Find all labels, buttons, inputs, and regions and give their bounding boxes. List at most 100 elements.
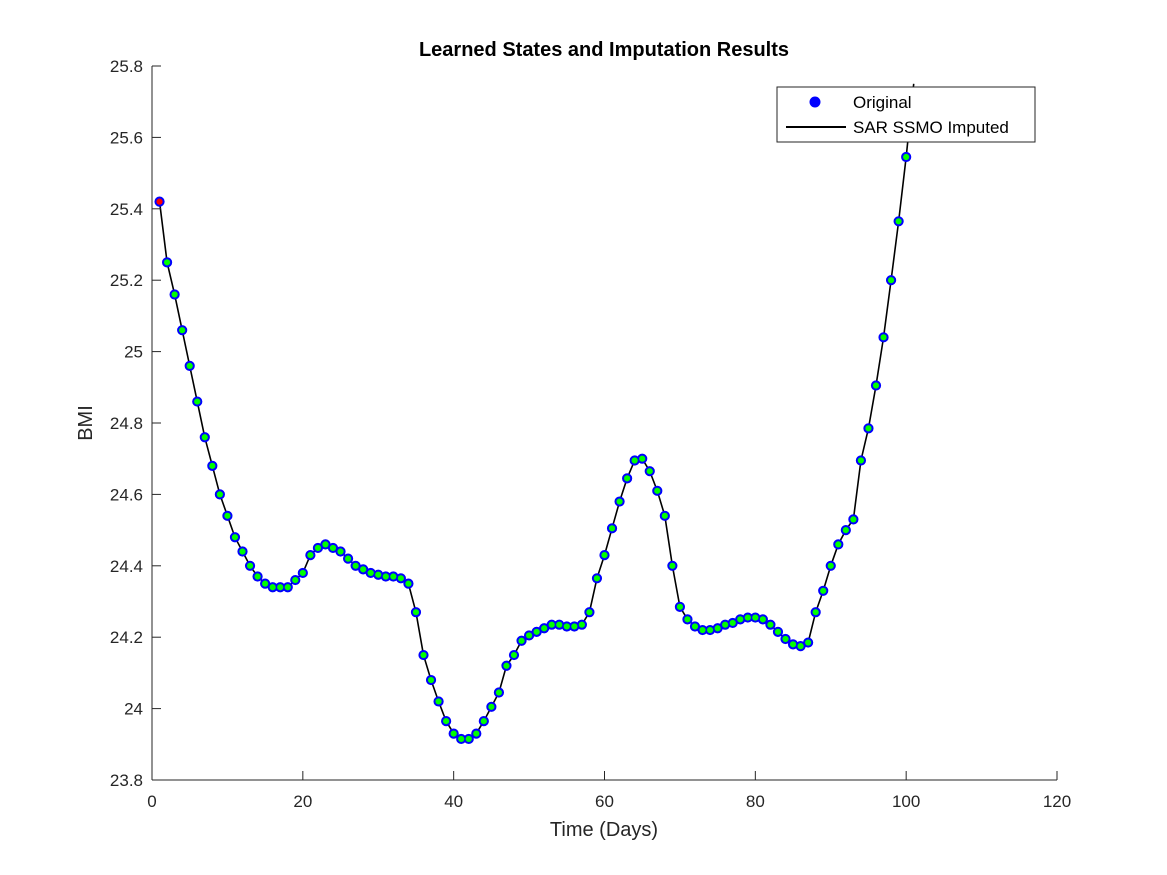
legend: Original SAR SSMO Imputed [776,86,1036,143]
data-point-imputed [654,487,661,494]
data-point-imputed [156,198,163,205]
ticks-layer: 0 20 40 60 80 100 120 23.8 24 24.2 24.4 24.6 24.8 25 2… [110,57,1071,811]
data-point-imputed [601,551,608,559]
data-point-imputed [194,398,201,405]
x-tick-label: 80 [746,792,765,811]
data-point-imputed [752,614,759,621]
data-point-imputed [473,730,480,737]
data-point-imputed [571,623,578,630]
y-axis-label: BMI [75,405,97,441]
data-point-imputed [450,730,457,737]
y-tick-label: 24.6 [110,485,143,504]
data-point-imputed [616,498,623,505]
data-point-imputed [691,623,699,630]
data-point-imputed [201,434,208,441]
data-point-imputed [827,562,834,569]
x-tick-label: 60 [595,792,614,811]
x-tick-label: 40 [444,792,463,811]
y-tick-label: 24 [124,700,143,719]
chart-title: Learned States and Imputation Results [419,39,789,61]
legend-label-imputed: SAR SSMO Imputed [853,118,1009,137]
y-tick-label: 25.6 [110,128,143,147]
data-point-imputed [209,462,216,469]
data-point-imputed [850,516,857,523]
x-tick-label: 0 [147,792,156,811]
x-axis-label: Time (Days) [550,819,658,841]
data-point-imputed [443,718,450,725]
data-point-imputed [676,603,684,610]
data-point-imputed [706,626,714,634]
data-point-imputed [729,619,736,627]
data-point-imputed [390,573,397,580]
y-tick-label: 24.2 [110,628,143,647]
x-tick-label: 100 [892,792,920,811]
data-point-imputed [427,676,435,684]
data-point-imputed [186,362,193,369]
data-point-imputed [352,562,359,569]
data-point-imputed [699,626,706,634]
data-point-imputed [525,632,533,639]
data-point-imputed [284,584,291,591]
x-tick-label: 20 [293,792,312,811]
data-point-imputed [624,475,631,482]
data-point-imputed [865,425,872,432]
data-point-imputed [767,621,774,628]
y-tick-label: 23.8 [110,771,143,790]
data-point-imputed [533,628,540,635]
data-point-imputed [344,555,352,562]
data-point-imputed [812,609,819,616]
data-point-imputed [405,580,412,587]
data-point-imputed [714,625,721,632]
data-point-imputed [360,566,367,573]
y-tick-label: 24.4 [110,557,143,576]
data-point-imputed [337,548,344,555]
y-tick-label: 25.8 [110,57,143,76]
data-point-imputed [292,576,299,584]
x-tick-label: 120 [1043,792,1071,811]
data-point-imputed [857,457,865,464]
data-point-imputed [246,562,254,569]
data-point-imputed [722,621,729,628]
data-point-imputed [163,259,171,266]
data-point-imputed [593,575,601,582]
data-point-imputed [631,457,638,464]
data-point-imputed [179,327,186,334]
y-tick-label: 24.8 [110,414,143,433]
data-point-imputed [563,623,570,630]
data-point-imputed [254,573,261,580]
data-point-imputed [872,382,880,389]
series-layer [154,83,915,745]
data-point-imputed [639,455,646,462]
data-point-imputed [262,580,269,587]
data-point-imputed [744,614,751,621]
data-point-imputed [684,616,691,623]
data-point-imputed [171,291,178,298]
data-point-imputed [541,625,548,632]
data-point-imputed [495,689,503,696]
data-point-imputed [646,468,653,475]
data-point-imputed [789,641,797,648]
data-point-imputed [435,698,442,705]
legend-box [776,86,1036,143]
data-point-imputed [737,616,744,623]
data-point-imputed [820,587,827,594]
data-point-imputed [367,569,374,577]
data-point-imputed [480,718,487,725]
data-point-imputed [465,735,472,743]
data-point-imputed [420,651,427,659]
y-tick-label: 25.2 [110,271,143,290]
data-point-imputed [314,544,322,552]
legend-marker-original [809,96,821,108]
data-point-imputed [518,637,525,644]
data-point-imputed [322,541,329,548]
data-point-imputed [608,525,616,532]
data-point-imputed [503,662,510,669]
data-point-imputed [216,491,223,498]
data-point-imputed [269,584,276,591]
data-point-imputed [903,153,910,161]
data-point-imputed [307,551,314,559]
data-point-imputed [797,643,804,650]
data-point-imputed [488,703,495,710]
data-point-imputed [669,562,676,569]
y-tick-label: 25.4 [110,200,143,219]
